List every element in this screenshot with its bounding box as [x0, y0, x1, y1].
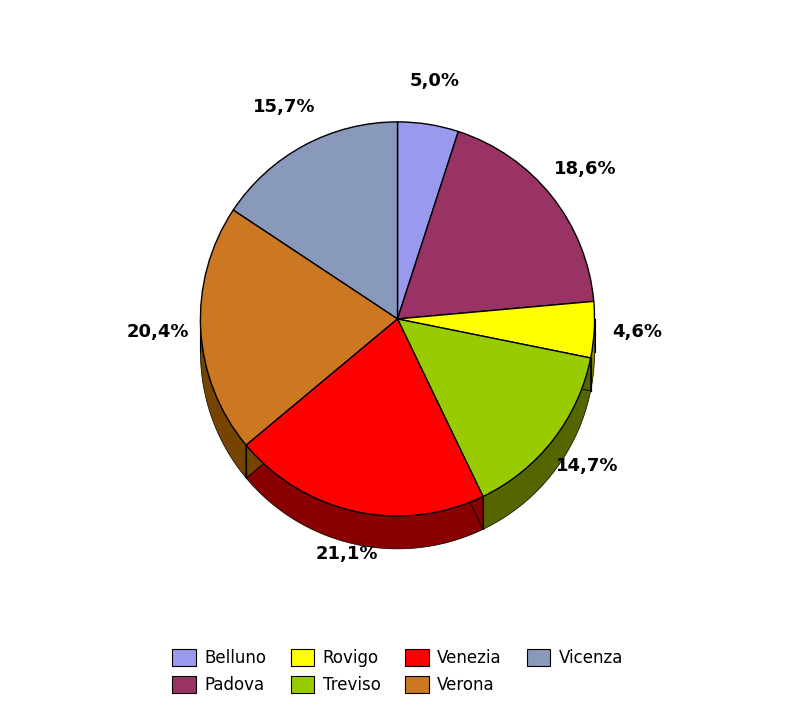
Polygon shape [398, 319, 483, 529]
Wedge shape [246, 319, 483, 516]
Polygon shape [246, 445, 483, 549]
Text: 20,4%: 20,4% [126, 323, 188, 341]
Text: 4,6%: 4,6% [613, 323, 662, 341]
Text: 21,1%: 21,1% [316, 545, 378, 563]
Wedge shape [398, 132, 594, 319]
Wedge shape [200, 210, 398, 445]
Text: 18,6%: 18,6% [554, 160, 617, 178]
Polygon shape [591, 319, 595, 391]
Wedge shape [398, 301, 595, 358]
Polygon shape [398, 319, 591, 391]
Polygon shape [398, 319, 591, 391]
Wedge shape [398, 319, 591, 496]
Text: 14,7%: 14,7% [556, 458, 619, 475]
Legend: Belluno, Padova, Rovigo, Treviso, Venezia, Verona, Vicenza: Belluno, Padova, Rovigo, Treviso, Venezi… [165, 642, 630, 700]
Polygon shape [398, 319, 483, 529]
Polygon shape [200, 319, 246, 478]
Polygon shape [483, 358, 591, 529]
Text: 5,0%: 5,0% [410, 72, 460, 90]
Polygon shape [246, 319, 398, 478]
Wedge shape [233, 122, 398, 319]
Text: 15,7%: 15,7% [253, 98, 315, 116]
Wedge shape [398, 122, 459, 319]
Polygon shape [246, 319, 398, 478]
